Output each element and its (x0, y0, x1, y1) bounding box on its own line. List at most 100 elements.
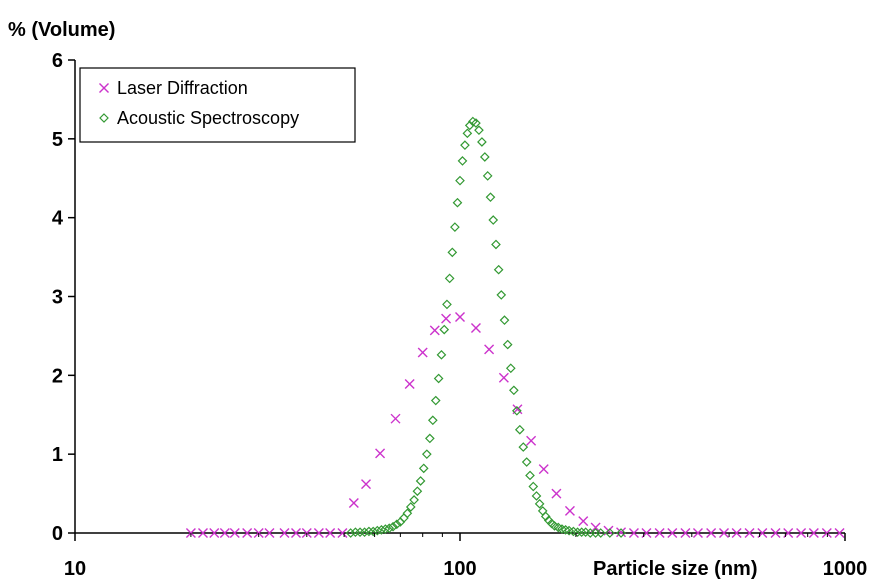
data-point-acoustic-spectroscopy (595, 528, 606, 538)
data-point-acoustic-spectroscopy (540, 511, 551, 522)
data-point-laser-diffraction (719, 528, 730, 538)
data-point-acoustic-spectroscopy (479, 152, 490, 162)
data-point-laser-diffraction (680, 528, 691, 538)
data-point-acoustic-spectroscopy (557, 524, 567, 534)
y-tick-label: 3 (52, 287, 63, 309)
data-point-acoustic-spectroscopy (388, 521, 398, 532)
x-axis-title: Particle size (nm) (593, 558, 758, 580)
data-point-acoustic-spectroscopy (433, 373, 444, 384)
data-point-laser-diffraction (417, 347, 428, 358)
data-point-laser-diffraction (578, 516, 589, 527)
data-point-acoustic-spectroscopy (455, 175, 465, 186)
data-point-acoustic-spectroscopy (425, 433, 435, 444)
data-point-laser-diffraction (375, 448, 386, 459)
data-point-acoustic-spectroscopy (391, 519, 402, 530)
data-point-laser-diffraction (197, 528, 208, 538)
data-point-laser-diffraction (744, 528, 755, 538)
data-point-laser-diffraction (484, 344, 495, 355)
data-point-acoustic-spectroscopy (364, 526, 374, 537)
data-point-laser-diffraction (348, 498, 359, 509)
data-point-acoustic-spectroscopy (502, 339, 513, 350)
data-point-acoustic-spectroscopy (457, 156, 468, 166)
data-point-acoustic-spectroscopy (447, 247, 458, 258)
data-point-acoustic-spectroscopy (402, 508, 413, 519)
legend-label: Laser Diffraction (117, 78, 248, 98)
x-tick-label: 100 (443, 558, 476, 580)
data-point-acoustic-spectroscopy (474, 125, 484, 136)
data-point-laser-diffraction (264, 528, 275, 538)
data-point-laser-diffraction (821, 528, 832, 538)
y-tick-label: 6 (52, 50, 63, 72)
data-point-laser-diffraction (242, 528, 253, 538)
data-point-laser-diffraction (564, 505, 575, 516)
data-point-laser-diffraction (667, 528, 678, 538)
data-point-laser-diffraction (429, 325, 440, 336)
y-tick-label: 4 (52, 208, 64, 230)
data-point-acoustic-spectroscopy (528, 481, 539, 492)
series-laser-diffraction (185, 312, 845, 538)
data-point-acoustic-spectroscopy (505, 363, 516, 374)
y-axis-title: % (Volume) (8, 19, 115, 41)
data-point-acoustic-spectroscopy (488, 215, 499, 225)
data-point-laser-diffraction (616, 527, 627, 538)
data-point-acoustic-spectroscopy (471, 118, 481, 128)
data-point-acoustic-spectroscopy (485, 192, 496, 203)
data-point-laser-diffraction (279, 528, 290, 538)
data-point-laser-diffraction (441, 313, 452, 324)
data-point-acoustic-spectroscopy (450, 222, 460, 232)
data-point-acoustic-spectroscopy (482, 171, 493, 181)
data-point-acoustic-spectroscopy (572, 527, 583, 538)
data-point-laser-diffraction (498, 372, 509, 383)
data-point-acoustic-spectroscopy (409, 495, 419, 505)
legend: Laser Diffraction Acoustic Spectroscopy (79, 67, 356, 143)
data-point-acoustic-spectroscopy (525, 470, 535, 481)
data-point-acoustic-spectroscopy (430, 395, 441, 406)
legend-marker-laser-diffraction (99, 83, 109, 93)
data-point-acoustic-spectroscopy (384, 523, 395, 534)
data-point-laser-diffraction (808, 528, 819, 538)
data-point-acoustic-spectroscopy (418, 463, 429, 474)
data-point-acoustic-spectroscopy (427, 415, 438, 426)
data-point-acoustic-spectroscopy (439, 324, 450, 335)
x-tick-labels: 10 100 1000 (64, 533, 867, 580)
legend-label: Acoustic Spectroscopy (117, 108, 299, 128)
data-point-acoustic-spectroscopy (553, 522, 564, 533)
data-point-laser-diffraction (654, 528, 665, 538)
data-point-acoustic-spectroscopy (415, 476, 426, 486)
data-point-acoustic-spectroscopy (405, 502, 416, 512)
legend-marker-acoustic-spectroscopy (99, 113, 109, 123)
data-point-acoustic-spectroscopy (462, 128, 473, 139)
data-point-laser-diffraction (538, 464, 549, 475)
data-point-laser-diffraction (219, 528, 230, 538)
data-point-acoustic-spectroscopy (491, 239, 501, 250)
data-point-acoustic-spectroscopy (531, 491, 542, 501)
data-point-acoustic-spectroscopy (616, 528, 626, 538)
data-point-acoustic-spectroscopy (376, 524, 387, 535)
data-point-acoustic-spectroscopy (509, 385, 519, 396)
data-point-acoustic-spectroscopy (521, 457, 532, 467)
data-point-laser-diffraction (209, 528, 220, 538)
data-point-laser-diffraction (731, 528, 742, 538)
y-tick-labels: 0 1 2 3 4 5 6 (52, 50, 75, 545)
data-point-acoustic-spectroscopy (493, 264, 504, 275)
data-point-laser-diffraction (796, 528, 807, 538)
data-point-acoustic-spectroscopy (368, 526, 379, 537)
data-point-acoustic-spectroscopy (560, 524, 571, 535)
data-point-laser-diffraction (404, 379, 415, 389)
data-point-acoustic-spectroscopy (421, 449, 432, 460)
data-point-acoustic-spectroscopy (444, 273, 455, 284)
data-point-acoustic-spectroscopy (518, 442, 529, 452)
data-point-acoustic-spectroscopy (359, 527, 370, 538)
data-point-laser-diffraction (770, 528, 781, 538)
data-point-acoustic-spectroscopy (499, 315, 510, 325)
data-point-laser-diffraction (526, 435, 537, 446)
data-point-laser-diffraction (325, 528, 336, 538)
data-point-laser-diffraction (291, 528, 301, 538)
x-tick-label: 1000 (823, 558, 868, 580)
data-point-acoustic-spectroscopy (477, 137, 487, 147)
x-tick-label: 10 (64, 558, 86, 580)
data-point-laser-diffraction (628, 528, 639, 538)
data-point-acoustic-spectroscopy (345, 528, 356, 538)
data-point-acoustic-spectroscopy (514, 424, 525, 435)
